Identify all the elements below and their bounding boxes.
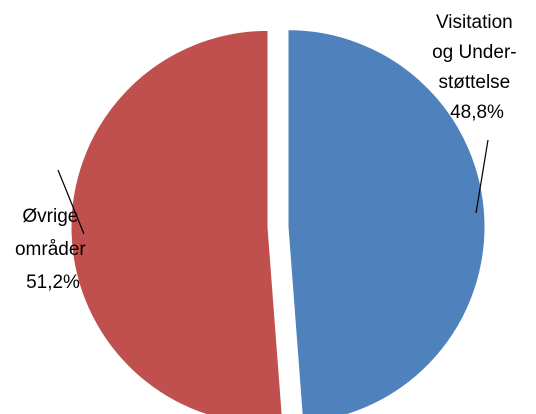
slice-value-visitation: 48,8%	[450, 102, 504, 123]
slice-label-visitation: Visitation og Under- støttelse 48,8%	[432, 12, 522, 123]
slice-value-ovrige-omrader: 51,2%	[26, 272, 80, 293]
slice-label-ovrige-omrader: Øvrige områder 51,2%	[15, 206, 91, 293]
pie-slice-visitation	[287, 29, 486, 414]
leader-line-ovrige-omrader	[57, 169, 85, 235]
leader-line-visitation	[475, 139, 489, 214]
pie-slice-ovrige-omrader	[70, 29, 283, 414]
